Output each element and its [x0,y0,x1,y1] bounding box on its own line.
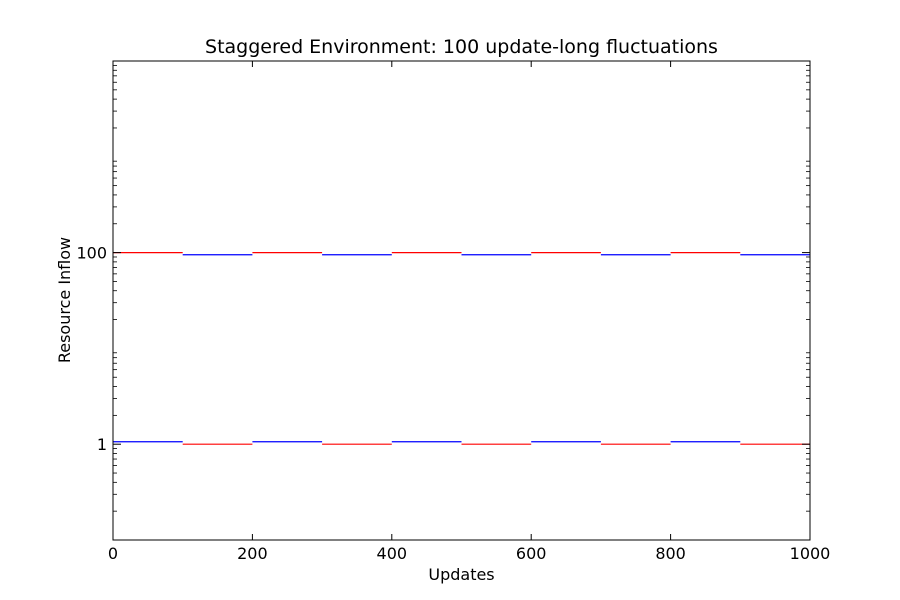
y-axis-label: Resource Inflow [55,237,74,363]
x-tick-label: 200 [237,544,268,563]
chart-title: Staggered Environment: 100 update-long f… [205,36,718,58]
x-tick-label: 800 [655,544,686,563]
series-2 [113,254,810,443]
x-axis-label: Updates [428,565,494,584]
x-tick-label: 1000 [790,544,831,563]
x-tick-label: 400 [377,544,408,563]
series-layer [113,252,810,445]
x-tick-label: 0 [108,544,118,563]
y-tick-label: 1 [97,435,107,454]
y-tick-label: 100 [76,244,107,263]
x-tick-label: 600 [516,544,547,563]
series-1 [113,252,810,445]
plot-frame [112,60,811,541]
plot-area [113,61,810,540]
ticks-layer: 0 200 400 600 800 1000 1 100 [76,61,830,563]
